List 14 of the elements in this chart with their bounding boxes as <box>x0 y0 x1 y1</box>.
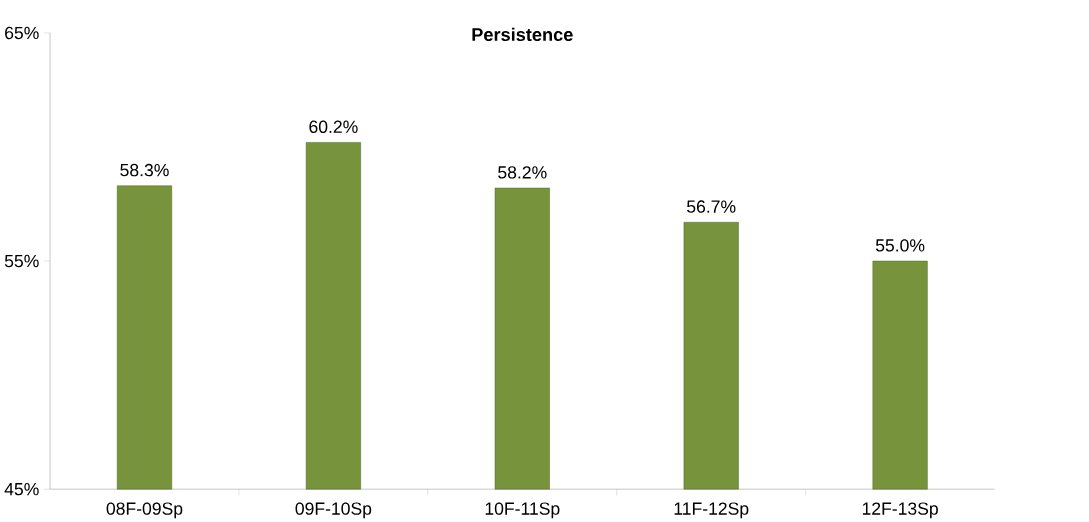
chart-title: Persistence <box>472 27 573 41</box>
x-tick-label: 09F-10Sp <box>295 502 372 519</box>
data-label: 58.2% <box>498 165 547 179</box>
x-tick-label: 10F-11Sp <box>485 502 560 519</box>
data-label: 55.0% <box>875 238 925 252</box>
data-label: 56.7% <box>687 200 736 213</box>
y-tick-label: 45% <box>4 482 39 496</box>
data-label: 58.3% <box>120 163 169 177</box>
x-tick-label: 11F-12Sp <box>674 502 749 519</box>
x-tick-label: 12F-13Sp <box>862 502 938 519</box>
y-tick-label: 55% <box>4 254 39 267</box>
y-tick-label: 65% <box>5 26 39 39</box>
data-label: 60.2% <box>309 120 358 133</box>
x-tick-label: 08F-09Sp <box>106 502 183 519</box>
